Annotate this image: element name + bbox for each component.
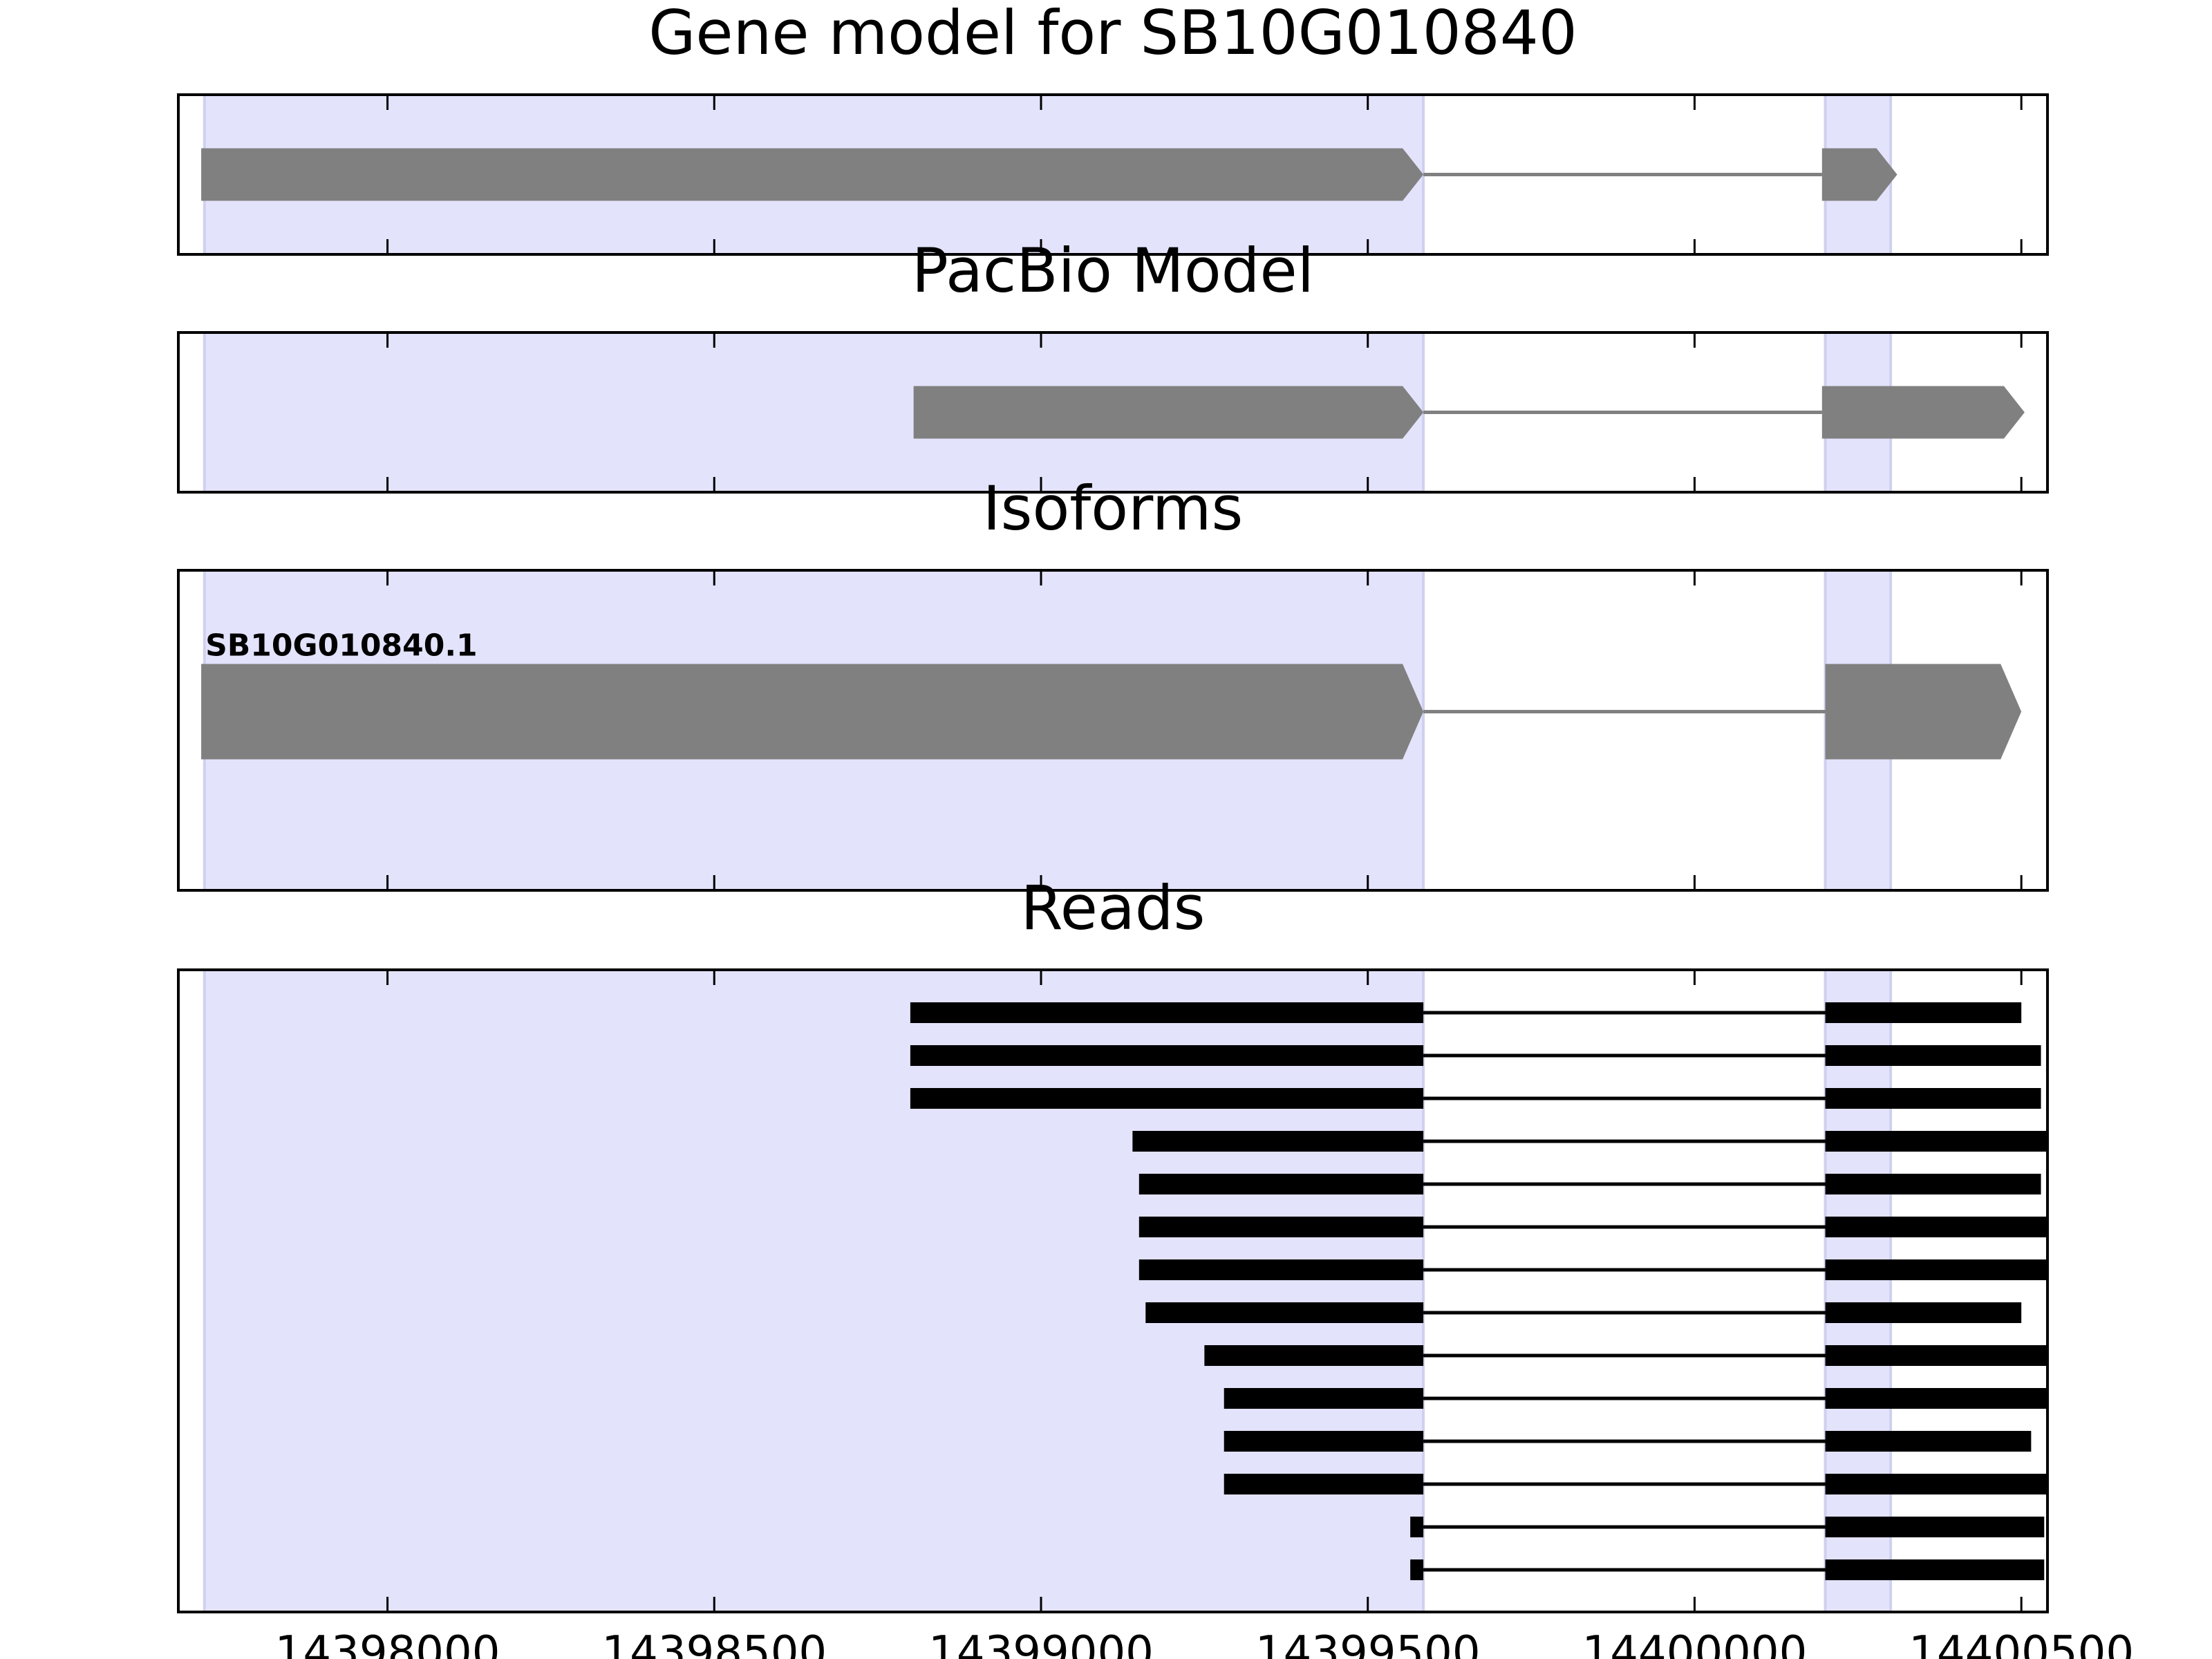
- read-exon-2: [1825, 1474, 2047, 1494]
- panel-frame: [177, 968, 2049, 1613]
- read-exon-2: [1825, 1131, 2047, 1152]
- exon-1: [913, 386, 1424, 439]
- panel-title: Gene model for SB10G010840: [648, 0, 1577, 68]
- read-3: [910, 1088, 2041, 1109]
- read-exon-2: [1825, 1174, 2041, 1194]
- x-tick-label: 14399000: [928, 1627, 1154, 1659]
- exon-1: [201, 148, 1424, 201]
- read-10: [1224, 1388, 2047, 1409]
- read-exon-1: [1204, 1345, 1424, 1366]
- read-exon-1: [910, 1088, 1424, 1109]
- read-exon-1: [1138, 1259, 1424, 1280]
- panel-3: SB10G010840.1 Isoforms: [177, 473, 2049, 892]
- panel-frame: [177, 331, 2049, 494]
- read-exon-1: [1138, 1174, 1424, 1194]
- read-11: [1224, 1431, 2032, 1452]
- read-exon-2: [1825, 1259, 2047, 1280]
- read-exon-2: [1825, 1345, 2047, 1366]
- panel-frame: [177, 93, 2049, 256]
- read-exon-2: [1825, 1002, 2022, 1023]
- read-exon-1: [1410, 1559, 1424, 1580]
- read-exon-1: [1224, 1474, 1424, 1494]
- read-4: [1132, 1131, 2047, 1152]
- panel-2: PacBio Model: [177, 235, 2049, 494]
- panel-frame: [177, 569, 2049, 892]
- panel-4: Reads: [177, 872, 2049, 1613]
- read-13: [1410, 1517, 2045, 1537]
- exon-2: [1821, 386, 2025, 439]
- x-tick-label: 14398500: [601, 1627, 827, 1659]
- panels-layer: Gene model for SB10G010840 PacBio Model SB…: [177, 0, 2049, 1613]
- x-tick-label: 14399500: [1255, 1627, 1481, 1659]
- read-exon-1: [1410, 1517, 1424, 1537]
- read-exon-1: [910, 1002, 1424, 1023]
- read-exon-2: [1825, 1302, 2022, 1323]
- panel-title: Isoforms: [983, 473, 1244, 544]
- exon-2: [1825, 664, 2022, 760]
- read-exon-1: [1132, 1131, 1424, 1152]
- read-14: [1410, 1559, 2045, 1580]
- read-2: [910, 1045, 2041, 1066]
- read-exon-2: [1825, 1388, 2047, 1409]
- read-exon-2: [1825, 1559, 2045, 1580]
- panel-title: PacBio Model: [912, 235, 1314, 306]
- read-exon-1: [1145, 1302, 1424, 1323]
- x-tick-label: 14400000: [1582, 1627, 1808, 1659]
- read-exon-1: [1224, 1431, 1424, 1452]
- read-exon-1: [910, 1045, 1424, 1066]
- read-7: [1138, 1259, 2047, 1280]
- panel-1: Gene model for SB10G010840: [177, 0, 2049, 256]
- exon-1: [201, 664, 1424, 760]
- read-exon-2: [1825, 1517, 2045, 1537]
- x-tick-label: 14398000: [275, 1627, 500, 1659]
- read-exon-2: [1825, 1045, 2041, 1066]
- x-tick-label: 14400500: [1909, 1627, 2134, 1659]
- x-axis: 14398000 14398500 14399000 14399500 14400000…: [275, 1627, 2134, 1659]
- read-exon-2: [1825, 1431, 2032, 1452]
- read-exon-1: [1138, 1217, 1424, 1237]
- isoform-label: SB10G010840.1: [205, 628, 478, 664]
- read-1: [910, 1002, 2022, 1023]
- read-exon-2: [1825, 1217, 2047, 1237]
- read-8: [1145, 1302, 2022, 1323]
- exon-2: [1821, 148, 1897, 201]
- read-exon-2: [1825, 1088, 2041, 1109]
- shaded-region-1: [203, 968, 1425, 1613]
- read-12: [1224, 1474, 2047, 1494]
- read-5: [1138, 1174, 2041, 1194]
- read-9: [1204, 1345, 2047, 1366]
- read-exon-1: [1224, 1388, 1424, 1409]
- panel-title: Reads: [1021, 872, 1206, 944]
- read-6: [1138, 1217, 2047, 1237]
- shaded-region-2: [1824, 968, 1893, 1613]
